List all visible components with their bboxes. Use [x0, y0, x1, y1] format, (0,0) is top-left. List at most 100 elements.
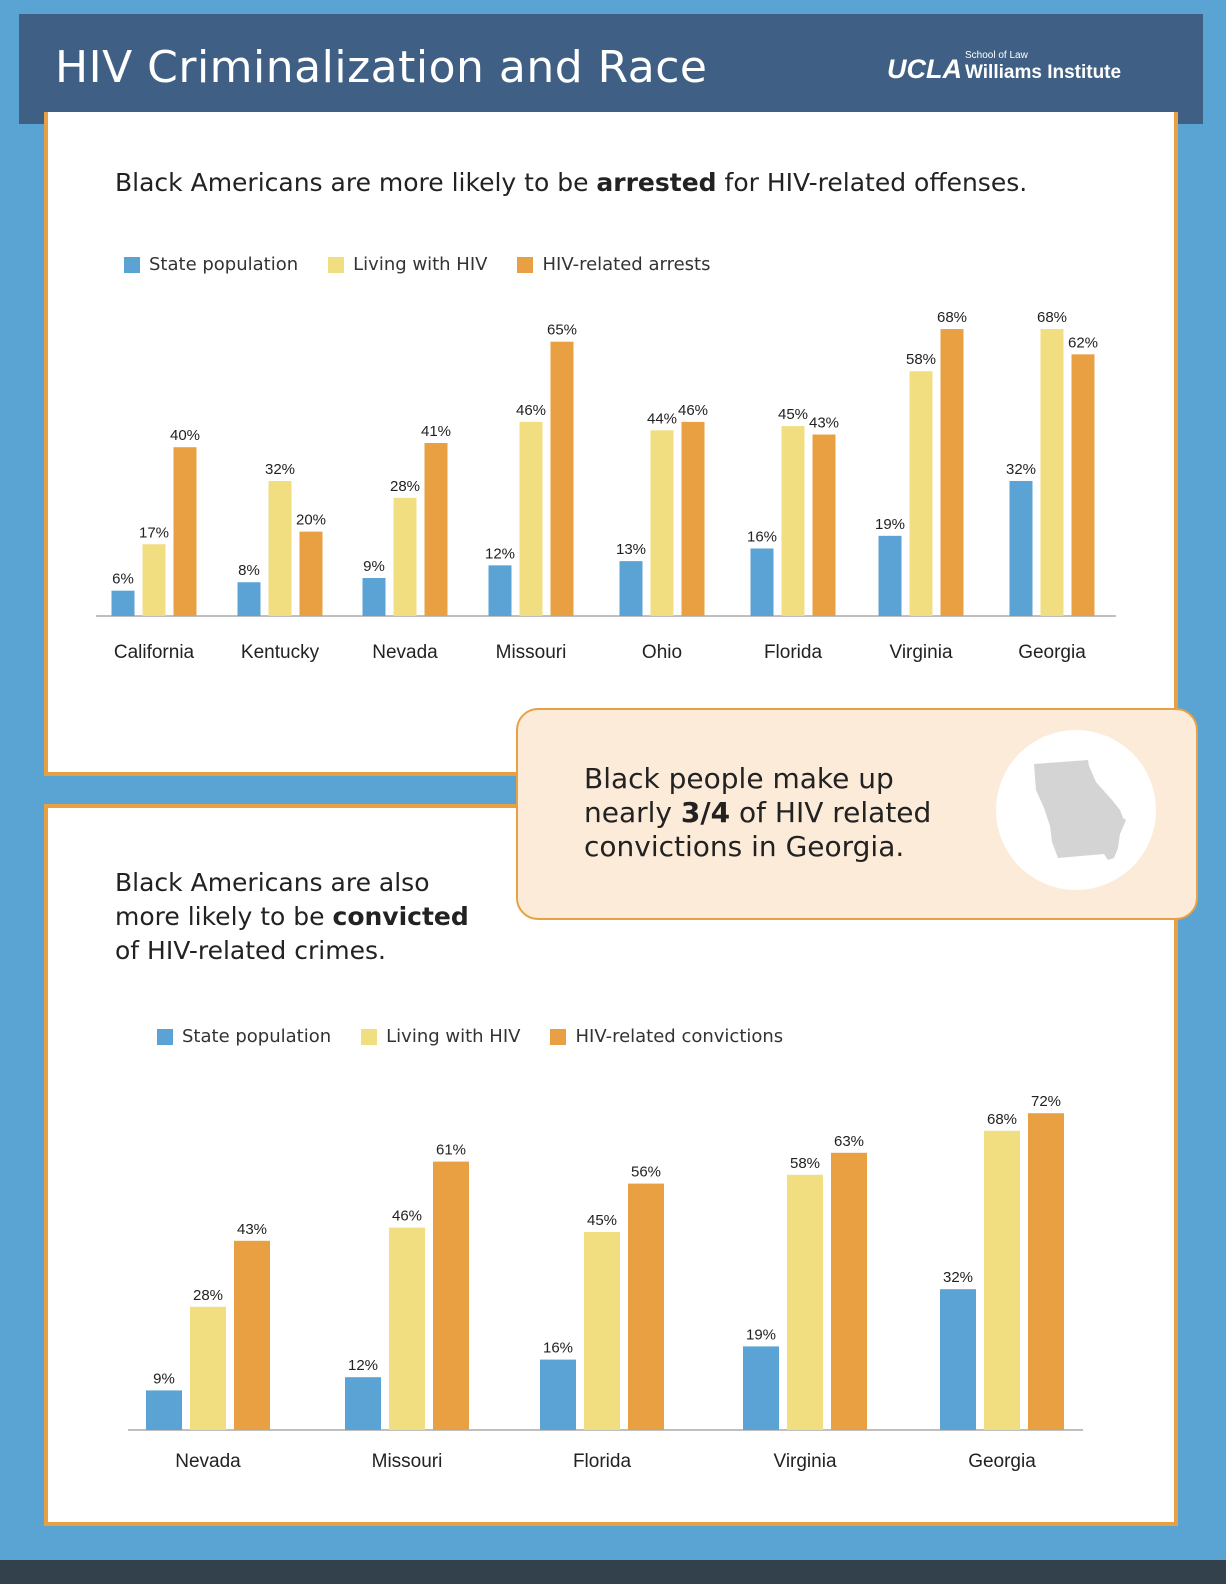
bar [146, 1390, 182, 1430]
callout-line2-post: of HIV related [730, 796, 932, 829]
bar-value-label: 46% [678, 402, 708, 419]
bar [433, 1161, 469, 1430]
bar-value-label: 28% [390, 478, 420, 495]
category-label: Missouri [372, 1451, 443, 1472]
bar-value-label: 56% [631, 1164, 661, 1181]
bar [550, 341, 574, 616]
category-label: Florida [573, 1451, 632, 1472]
bar-value-label: 12% [485, 545, 515, 562]
category-label: Virginia [773, 1451, 836, 1472]
bar [743, 1346, 779, 1430]
legend-swatch [157, 1028, 173, 1045]
legend-swatch [517, 256, 534, 273]
bar-value-label: 28% [193, 1287, 223, 1304]
bar [190, 1306, 226, 1430]
bar-value-label: 46% [516, 402, 546, 419]
bar [750, 548, 774, 616]
bar [237, 582, 261, 616]
bar [831, 1152, 867, 1430]
bar-value-label: 20% [296, 512, 326, 529]
bar-value-label: 72% [1031, 1093, 1061, 1110]
bar-value-label: 9% [363, 558, 385, 575]
category-label: Ohio [642, 642, 682, 663]
bar-value-label: 44% [647, 410, 677, 427]
bar-value-label: 16% [543, 1340, 573, 1357]
convictions-subtitle-line2-pre: more likely to be [115, 902, 333, 931]
category-label: Georgia [968, 1451, 1036, 1472]
callout-text: Black people make up nearly 3/4 of HIV r… [584, 762, 964, 864]
map-circle [996, 730, 1156, 890]
bar [1009, 480, 1033, 616]
legend-item-hiv-convictions: HIV-related convictions [550, 1026, 783, 1047]
bar-value-label: 41% [421, 423, 451, 440]
bar [909, 371, 933, 616]
convictions-legend: State population Living with HIV HIV-rel… [157, 1026, 813, 1047]
bar [940, 1289, 976, 1430]
bar [389, 1227, 425, 1430]
convictions-subtitle-line3: of HIV-related crimes. [115, 936, 386, 965]
bar-value-label: 68% [987, 1111, 1017, 1128]
bar [1040, 329, 1064, 616]
convictions-subtitle-line1: Black Americans are also [115, 868, 430, 897]
bar [424, 442, 448, 616]
page-title: HIV Criminalization and Race [55, 42, 708, 93]
arrests-legend: State population Living with HIV HIV-rel… [124, 254, 740, 275]
bar-value-label: 12% [348, 1357, 378, 1374]
legend-item-hiv-arrests: HIV-related arrests [517, 254, 710, 275]
bar [142, 544, 166, 616]
category-label: Georgia [1018, 642, 1086, 663]
legend-item-state-population: State population [124, 254, 298, 275]
bar [345, 1377, 381, 1430]
legend-item-state-population: State population [157, 1026, 331, 1047]
bar [234, 1240, 270, 1430]
bar [984, 1130, 1020, 1430]
bar [540, 1359, 576, 1430]
bar-value-label: 61% [436, 1142, 466, 1159]
bar [781, 426, 805, 616]
bar-value-label: 9% [153, 1370, 175, 1387]
category-label: Virginia [889, 642, 952, 663]
bottom-strip [0, 1560, 1226, 1584]
callout-line2-pre: nearly [584, 796, 681, 829]
legend-label: HIV-related convictions [575, 1026, 784, 1047]
bar-value-label: 62% [1068, 334, 1098, 351]
legend-item-living-with-hiv: Living with HIV [328, 254, 487, 275]
arrests-subtitle-pre: Black Americans are more likely to be [115, 168, 597, 197]
bar-value-label: 6% [112, 571, 134, 588]
bar [681, 421, 705, 616]
bar [619, 561, 643, 616]
bar-value-label: 32% [1006, 461, 1036, 478]
bar [173, 447, 197, 616]
georgia-map-icon [1034, 760, 1126, 860]
bar-value-label: 65% [547, 322, 577, 339]
bar [393, 497, 417, 616]
category-label: Florida [764, 642, 823, 663]
legend-swatch [550, 1028, 567, 1045]
bar-value-label: 19% [875, 516, 905, 533]
bar-value-label: 45% [778, 406, 808, 423]
bar [1071, 354, 1095, 616]
category-label: Missouri [496, 642, 567, 663]
bar [1028, 1113, 1064, 1430]
arrests-panel [44, 112, 1178, 776]
arrests-subtitle-bold: arrested [596, 168, 717, 197]
bar-value-label: 58% [790, 1155, 820, 1172]
bar [362, 578, 386, 616]
legend-label: Living with HIV [353, 254, 488, 275]
bar-value-label: 68% [937, 309, 967, 326]
bar [299, 531, 323, 616]
category-label: Nevada [372, 642, 438, 663]
bar-value-label: 68% [1037, 309, 1067, 326]
legend-label: Living with HIV [386, 1026, 521, 1047]
logo-institute-text: Williams Institute [965, 62, 1122, 83]
logo-school-text: School of Law [965, 50, 1028, 61]
bar-value-label: 17% [139, 524, 169, 541]
category-label: Nevada [175, 1451, 241, 1472]
bar-value-label: 43% [809, 415, 839, 432]
arrests-subtitle-post: for HIV-related offenses. [716, 168, 1028, 197]
category-label: California [114, 642, 195, 663]
bar-value-label: 16% [747, 528, 777, 545]
bar [584, 1232, 620, 1430]
legend-swatch [124, 256, 140, 273]
convictions-subtitle: Black Americans are also more likely to … [115, 866, 469, 968]
